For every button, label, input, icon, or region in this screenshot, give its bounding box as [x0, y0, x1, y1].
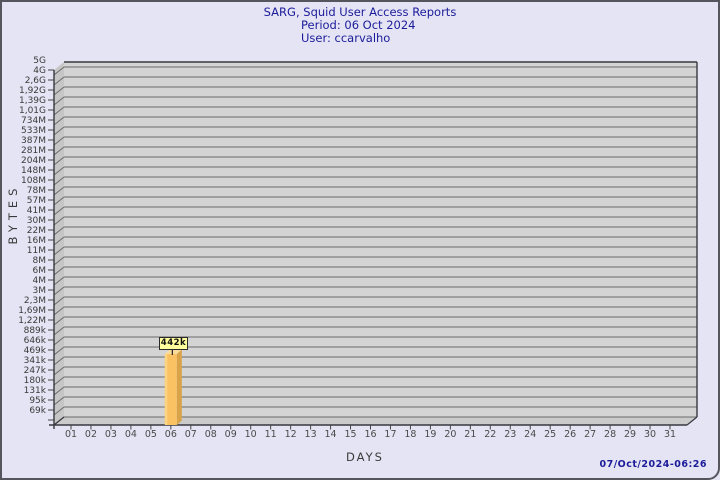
- y-axis-tick-label: 6M: [32, 266, 47, 276]
- bar-value-label: 442k: [159, 337, 188, 350]
- x-axis-tick-label: 27: [584, 429, 597, 440]
- chart-user: User: ccarvalho: [301, 31, 391, 45]
- x-axis-tick-label: 02: [84, 429, 97, 440]
- y-axis-tick-label: 4G: [33, 66, 46, 76]
- x-axis-tick-label: 22: [484, 429, 497, 440]
- y-axis-tick-label: 69k: [29, 406, 46, 416]
- x-axis-tick-label: 03: [104, 429, 117, 440]
- y-axis-tick-label: 533M: [21, 126, 46, 136]
- y-axis-tick-label: 148M: [21, 166, 46, 176]
- y-axis-tick-label: 1,01G: [18, 106, 46, 116]
- x-axis-tick-label: 18: [404, 429, 417, 440]
- y-axis-tick-label: 469k: [23, 346, 46, 356]
- y-axis-tick-label: 78M: [26, 186, 46, 196]
- x-axis-tick-label: 21: [464, 429, 477, 440]
- x-axis-tick-label: 07: [184, 429, 197, 440]
- x-axis-tick-label: 16: [364, 429, 377, 440]
- x-axis-tick-label: 17: [384, 429, 397, 440]
- y-axis-tick-label: 734M: [21, 116, 46, 126]
- x-axis-tick-label: 19: [424, 429, 437, 440]
- x-axis-title: DAYS: [346, 450, 384, 464]
- x-axis-tick-label: 04: [124, 429, 137, 440]
- x-axis-tick-label: 25: [544, 429, 557, 440]
- x-axis-tick-label: 23: [504, 429, 517, 440]
- y-axis-tick-label: 1,92G: [18, 86, 46, 96]
- y-axis-tick-label: 22M: [26, 226, 46, 236]
- x-axis-tick-label: 05: [144, 429, 157, 440]
- y-axis-tick-label: 1,69M: [18, 306, 46, 316]
- y-axis-tick-label: 41M: [26, 206, 46, 216]
- y-axis-tick-label: 8M: [32, 256, 47, 266]
- x-axis-tick-label: 01: [64, 429, 78, 440]
- x-axis-tick-label: 26: [564, 429, 577, 440]
- y-axis-tick-label: 889k: [23, 326, 46, 336]
- x-axis-tick-label: 14: [324, 429, 337, 440]
- y-axis-tick-label: 341k: [23, 356, 46, 366]
- generated-timestamp: 07/Oct/2024-06:26: [599, 459, 707, 470]
- y-axis-tick-label: 95k: [29, 396, 46, 406]
- y-axis-tick-label: 247k: [23, 366, 46, 376]
- y-axis-tick-label: 646k: [23, 336, 46, 346]
- y-axis-tick-label: 2,3M: [23, 296, 46, 306]
- chart-title: SARG, Squid User Access Reports: [263, 5, 457, 19]
- y-axis-tick-label: 1,22M: [18, 316, 46, 326]
- y-axis-tick-label: 57M: [26, 196, 46, 206]
- x-axis-tick-label: 28: [604, 429, 617, 440]
- y-axis-tick-label: 281M: [21, 146, 46, 156]
- y-axis-tick-label: 108M: [21, 176, 46, 186]
- y-axis-tick-label: 30M: [26, 216, 46, 226]
- y-axis-tick-label: 2,6G: [24, 76, 46, 86]
- y-axis-tick-label: 1,39G: [18, 96, 46, 106]
- x-axis-tick-label: 31: [663, 429, 677, 440]
- x-axis-tick-label: 13: [304, 429, 317, 440]
- x-axis-tick-label: 15: [344, 429, 357, 440]
- x-axis-tick-label: 08: [204, 429, 217, 440]
- y-axis-tick-label: 387M: [21, 136, 46, 146]
- x-axis-tick-label: 06: [164, 429, 177, 440]
- y-axis-tick-label: 180k: [23, 376, 46, 386]
- y-axis-tick-label: 4M: [32, 276, 47, 286]
- y-axis-tick-label: 3M: [32, 286, 47, 296]
- x-axis-tick-label: 10: [244, 429, 257, 440]
- y-axis-tick-label: 131k: [23, 386, 46, 396]
- x-axis-tick-label: 11: [264, 429, 277, 440]
- x-axis-tick-label: 30: [643, 429, 657, 440]
- chart-period: Period: 06 Oct 2024: [301, 18, 416, 32]
- x-axis-tick-label: 20: [444, 429, 457, 440]
- y-axis-tick-label: 11M: [26, 246, 46, 256]
- y-axis-tick-label: 5G: [33, 56, 46, 66]
- y-axis-tick-label: 204M: [21, 156, 46, 166]
- x-axis-tick-label: 09: [224, 429, 237, 440]
- y-axis-tick-label: 16M: [26, 236, 46, 246]
- x-axis-tick-label: 12: [284, 429, 297, 440]
- x-axis-tick-label: 29: [624, 429, 637, 440]
- y-axis-title: BYTES: [6, 183, 20, 245]
- x-axis-tick-label: 24: [524, 429, 537, 440]
